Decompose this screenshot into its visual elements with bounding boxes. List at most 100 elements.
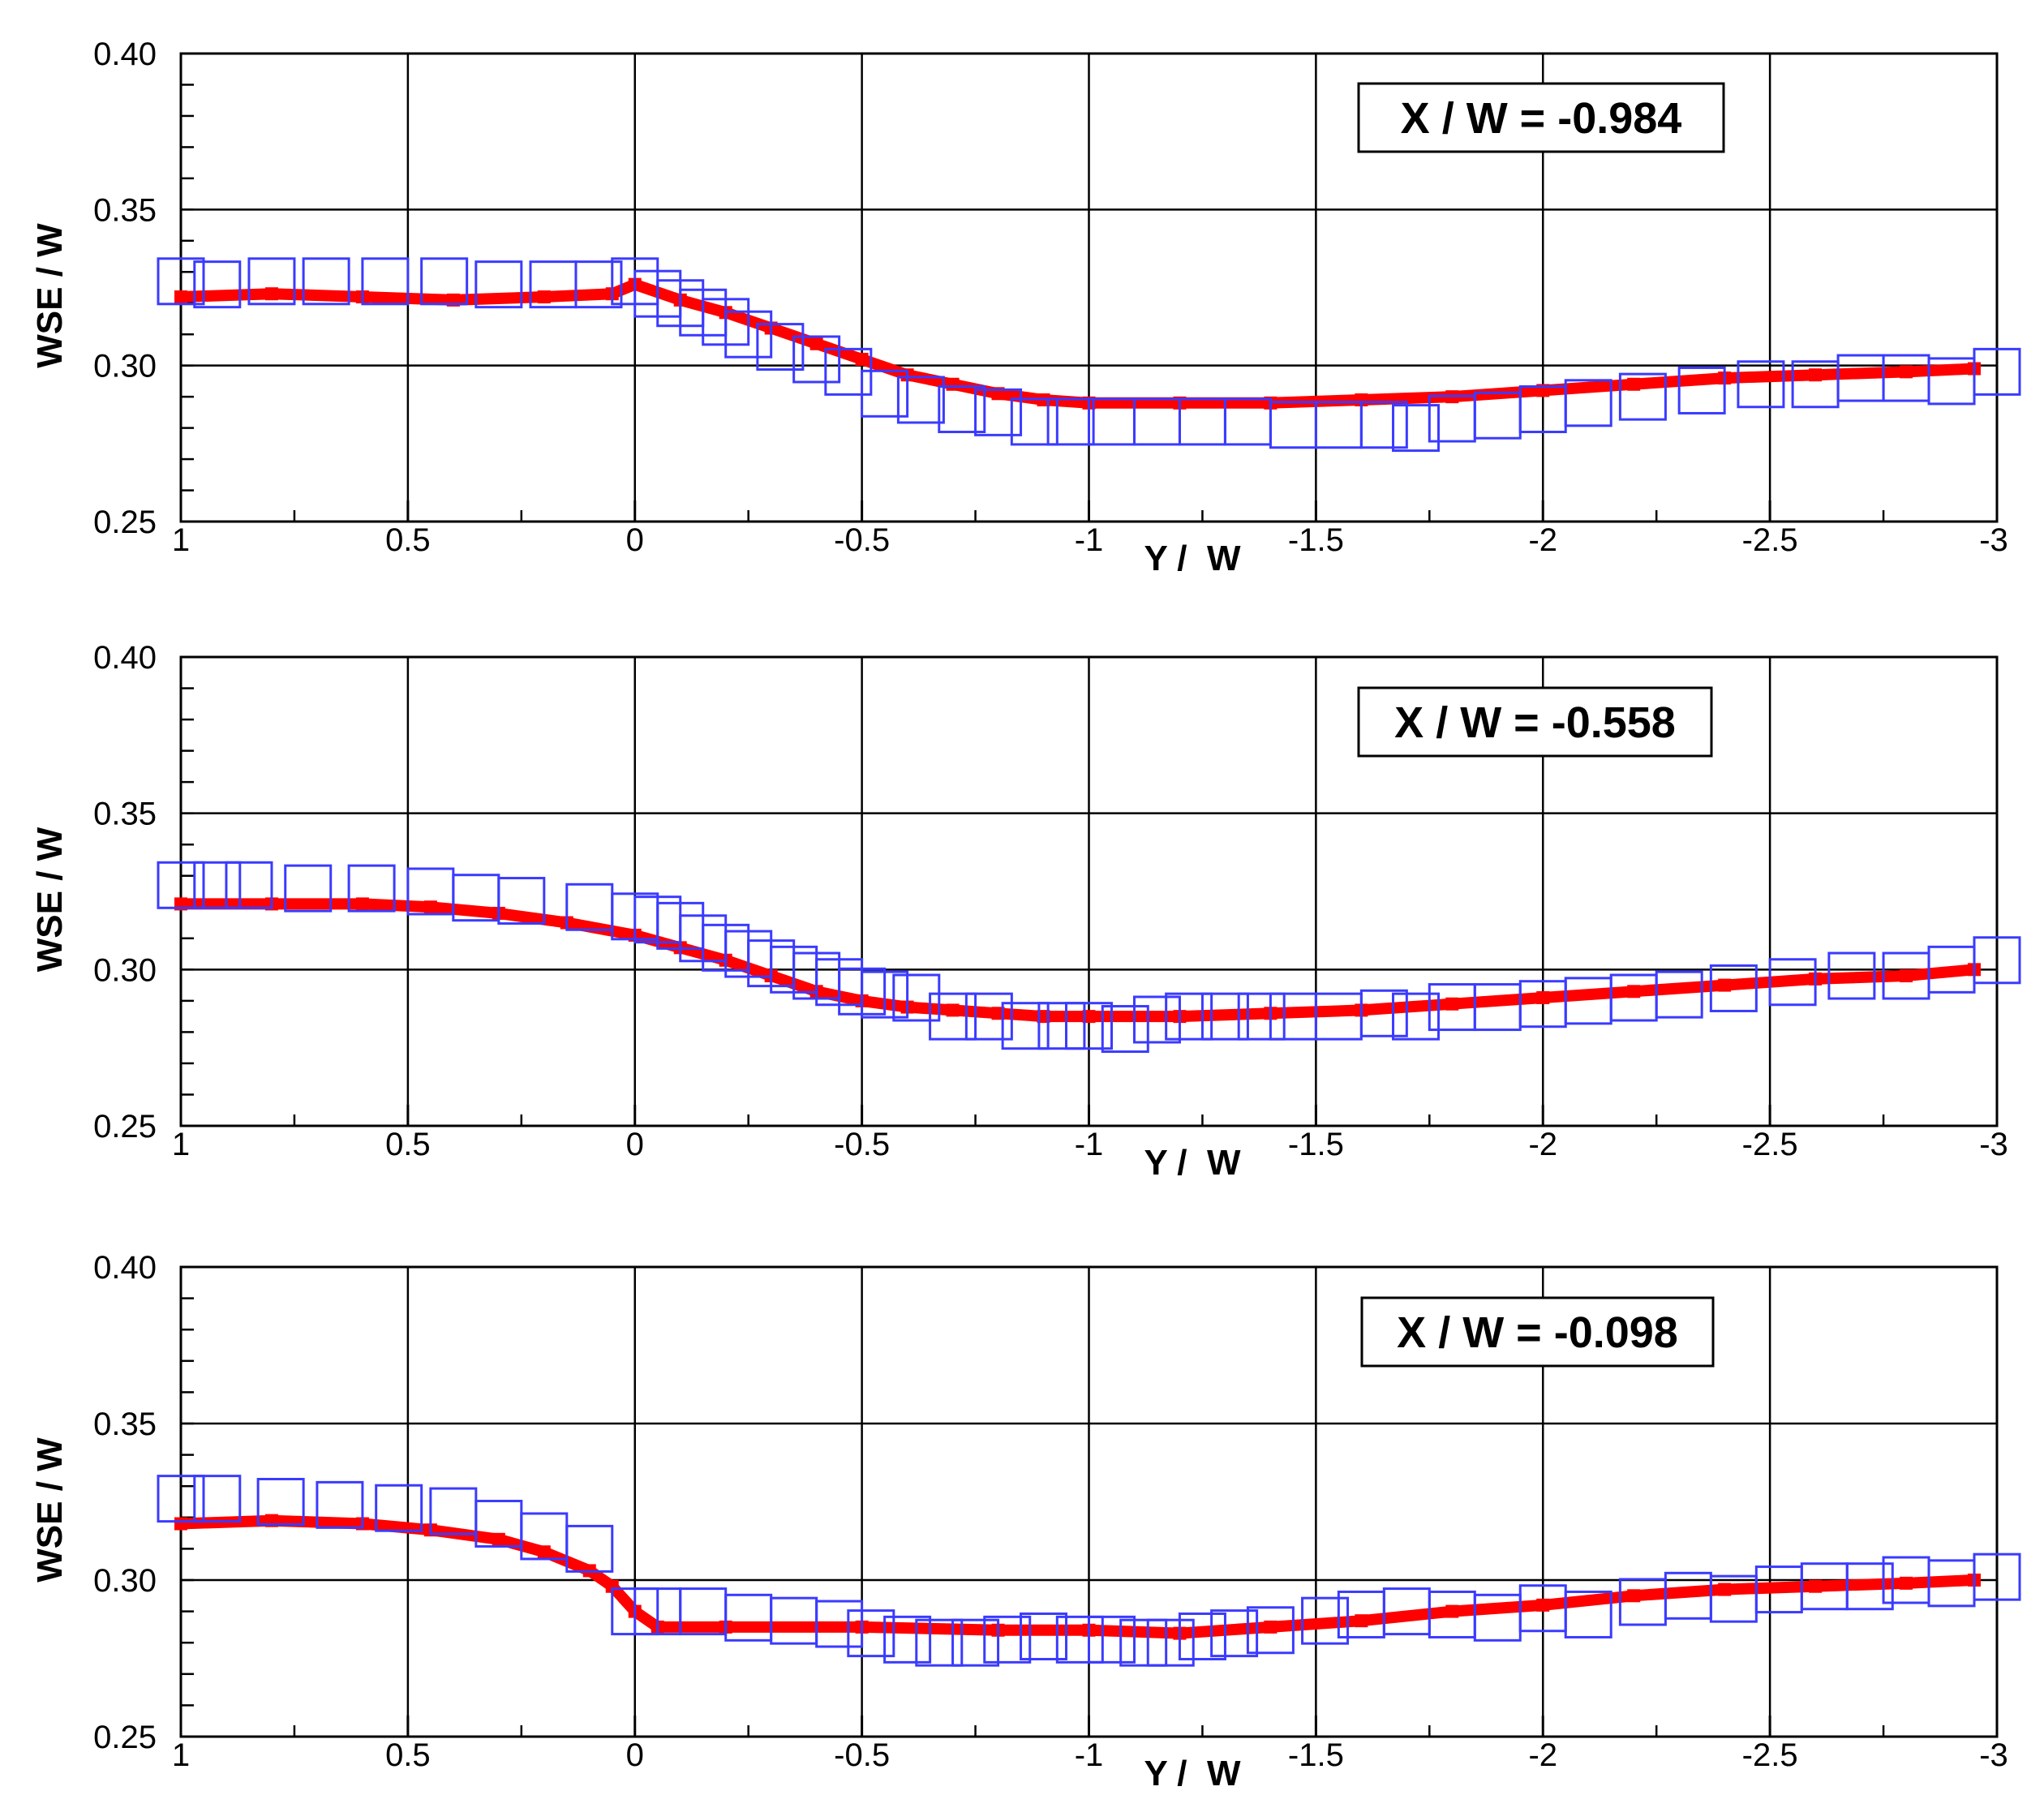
series-simulation (174, 897, 1982, 1024)
y-tick-label: 0.40 (93, 640, 157, 676)
y-axis-title: WSE / W (30, 223, 70, 368)
experiment-marker (157, 861, 205, 909)
experiment-marker (247, 257, 296, 306)
simulation-point (1445, 1604, 1459, 1618)
simulation-point (1536, 1598, 1550, 1612)
experiment-marker (225, 861, 273, 909)
x-tick-label: 1 (172, 522, 190, 558)
chart-panel-2: 0.25 0.30 0.35 0.40 1 0.5 0 -0.5 -1 -1.5 -2 -2.5 -3 Y… (30, 640, 2021, 1183)
experiment-marker (565, 1524, 614, 1573)
x-tick-label: -2.5 (1742, 1737, 1798, 1773)
simulation-point (946, 377, 960, 391)
simulation-point (1627, 985, 1641, 998)
experiment-marker (915, 1618, 964, 1667)
experiment-marker (1237, 992, 1286, 1041)
annotation-label: X / W = -0.984 (1401, 94, 1682, 143)
x-tick-label: -2 (1528, 522, 1557, 558)
experiment-marker (1359, 989, 1408, 1037)
experiment-marker (1564, 1590, 1612, 1638)
experiment-marker (375, 1484, 423, 1532)
experiment-marker (815, 1600, 864, 1648)
simulation-point (1627, 377, 1641, 391)
x-axis-title: Y / W (1144, 1143, 1241, 1183)
simulation-point (1627, 1589, 1641, 1603)
y-axis-title: WSE / W (30, 1437, 70, 1583)
x-axis-title: Y / W (1144, 1754, 1241, 1793)
experiment-marker (1101, 1005, 1149, 1054)
experiment-marker (1046, 397, 1095, 446)
experiment-marker (938, 385, 986, 434)
x-tick-label: -2 (1528, 1737, 1557, 1773)
simulation-point (855, 352, 869, 366)
annotation-box: X / W = -0.098 (1360, 1296, 1715, 1368)
x-tick-label: 0.5 (385, 1737, 431, 1773)
experiment-marker (724, 310, 773, 359)
x-tick-label: -2.5 (1742, 1127, 1798, 1162)
y-tick-label: 0.25 (93, 505, 157, 540)
experiment-marker (1165, 992, 1213, 1041)
experiment-marker (1827, 951, 1876, 1000)
experiment-marker (157, 257, 205, 306)
simulation-point (1264, 1620, 1278, 1634)
experiment-marker (1065, 1002, 1113, 1050)
y-tick-label: 0.40 (93, 37, 157, 72)
experiment-marker (883, 1615, 932, 1664)
x-tick-label: 0 (626, 1127, 644, 1162)
experiment-marker (1709, 964, 1758, 1012)
x-tick-label: 0 (626, 522, 644, 558)
simulation-point (1900, 365, 1913, 379)
simulation-point (991, 1007, 1005, 1020)
series-experiment (157, 257, 2021, 453)
x-tick-label: -1.5 (1288, 522, 1344, 558)
experiment-marker (1010, 397, 1058, 446)
experiment-marker (1392, 992, 1441, 1041)
x-tick-label: 1 (172, 1737, 190, 1773)
simulation-point (1355, 1614, 1368, 1628)
experiment-marker (474, 260, 523, 309)
simulation-point (537, 1545, 551, 1559)
series-experiment (157, 861, 2021, 1054)
experiment-marker (892, 973, 941, 1022)
simulation-point (1536, 991, 1550, 1005)
simulation-point (537, 290, 551, 304)
annotation-box: X / W = -0.984 (1357, 82, 1725, 153)
experiment-marker (1564, 379, 1612, 427)
simulation-point (1718, 978, 1732, 992)
simulation-point (809, 337, 823, 350)
x-tick-label: -0.5 (834, 1127, 890, 1162)
annotation-frame (1357, 686, 1713, 758)
experiment-marker (847, 1609, 895, 1658)
experiment-marker (1768, 958, 1817, 1007)
experiment-marker (497, 877, 546, 925)
y-tick-label: 0.35 (93, 797, 157, 832)
experiment-marker (1246, 1606, 1295, 1655)
experiment-marker (983, 1615, 1032, 1664)
y-tick-label: 0.25 (93, 1720, 157, 1755)
x-tick-label: -0.5 (834, 1737, 890, 1773)
experiment-marker (1020, 1612, 1068, 1660)
y-tick-label: 0.30 (93, 349, 157, 384)
experiment-marker (1655, 970, 1703, 1019)
experiment-marker (193, 861, 242, 909)
experiment-marker (1677, 366, 1726, 414)
experiment-marker (1973, 936, 2021, 985)
experiment-marker (1001, 1002, 1050, 1050)
y-tick-label: 0.35 (93, 1406, 157, 1442)
x-axis-title: Y / W (1144, 539, 1241, 578)
experiment-marker (1119, 1618, 1168, 1667)
simulation-point (946, 1003, 960, 1017)
experiment-marker (951, 1618, 1000, 1667)
simulation-point (264, 287, 278, 301)
y-tick-label: 0.40 (93, 1250, 157, 1286)
chart-panel-1: 0.25 0.30 0.35 0.40 1 0.5 0 -0.5 -1 -1.5 -2 -2.5 -3 Y… (30, 37, 2021, 578)
annotation-label: X / W = -0.558 (1394, 698, 1676, 747)
experiment-marker (1737, 360, 1785, 409)
simulation-point (1900, 969, 1913, 983)
experiment-marker (896, 376, 945, 424)
experiment-marker (157, 1475, 205, 1523)
experiment-marker (1055, 1615, 1104, 1664)
annotation-frame (1360, 1296, 1715, 1368)
x-tick-label: -3 (1979, 1127, 2008, 1162)
x-tick-label: -0.5 (834, 522, 890, 558)
